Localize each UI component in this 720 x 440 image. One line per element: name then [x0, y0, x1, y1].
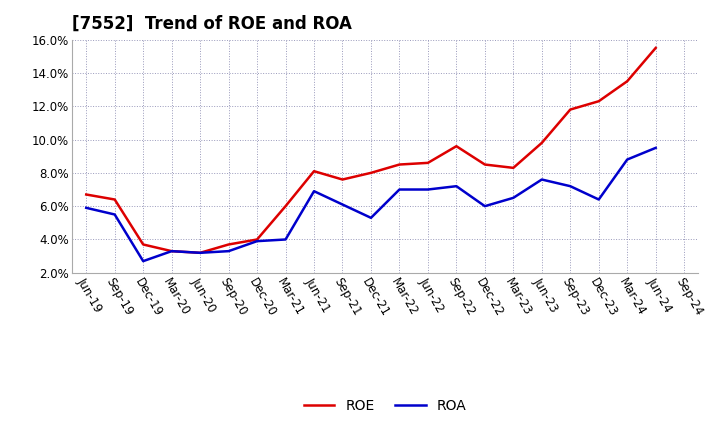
- ROE: [423, 160, 432, 165]
- ROE: [652, 45, 660, 51]
- ROA: [225, 249, 233, 254]
- ROA: [196, 250, 204, 256]
- ROA: [537, 177, 546, 182]
- ROA: [338, 202, 347, 207]
- ROE: [82, 192, 91, 197]
- ROA: [423, 187, 432, 192]
- Line: ROE: ROE: [86, 48, 656, 253]
- ROE: [623, 79, 631, 84]
- Line: ROA: ROA: [86, 148, 656, 261]
- ROA: [82, 205, 91, 210]
- ROA: [395, 187, 404, 192]
- ROE: [452, 143, 461, 149]
- ROA: [110, 212, 119, 217]
- ROE: [310, 169, 318, 174]
- ROE: [110, 197, 119, 202]
- ROA: [509, 195, 518, 201]
- ROE: [480, 162, 489, 167]
- ROA: [253, 238, 261, 244]
- ROA: [310, 188, 318, 194]
- ROE: [537, 140, 546, 146]
- ROE: [509, 165, 518, 170]
- ROE: [139, 242, 148, 247]
- ROE: [253, 237, 261, 242]
- ROA: [452, 183, 461, 189]
- ROE: [395, 162, 404, 167]
- ROA: [282, 237, 290, 242]
- ROE: [338, 177, 347, 182]
- Legend: ROE, ROA: ROE, ROA: [297, 392, 474, 420]
- ROA: [652, 145, 660, 150]
- ROE: [196, 250, 204, 256]
- ROA: [595, 197, 603, 202]
- ROA: [167, 249, 176, 254]
- ROA: [139, 258, 148, 264]
- Text: [7552]  Trend of ROE and ROA: [7552] Trend of ROE and ROA: [72, 15, 352, 33]
- ROA: [566, 183, 575, 189]
- ROE: [366, 170, 375, 176]
- ROA: [366, 215, 375, 220]
- ROE: [167, 249, 176, 254]
- ROE: [566, 107, 575, 112]
- ROE: [225, 242, 233, 247]
- ROA: [480, 204, 489, 209]
- ROE: [595, 99, 603, 104]
- ROA: [623, 157, 631, 162]
- ROE: [282, 204, 290, 209]
